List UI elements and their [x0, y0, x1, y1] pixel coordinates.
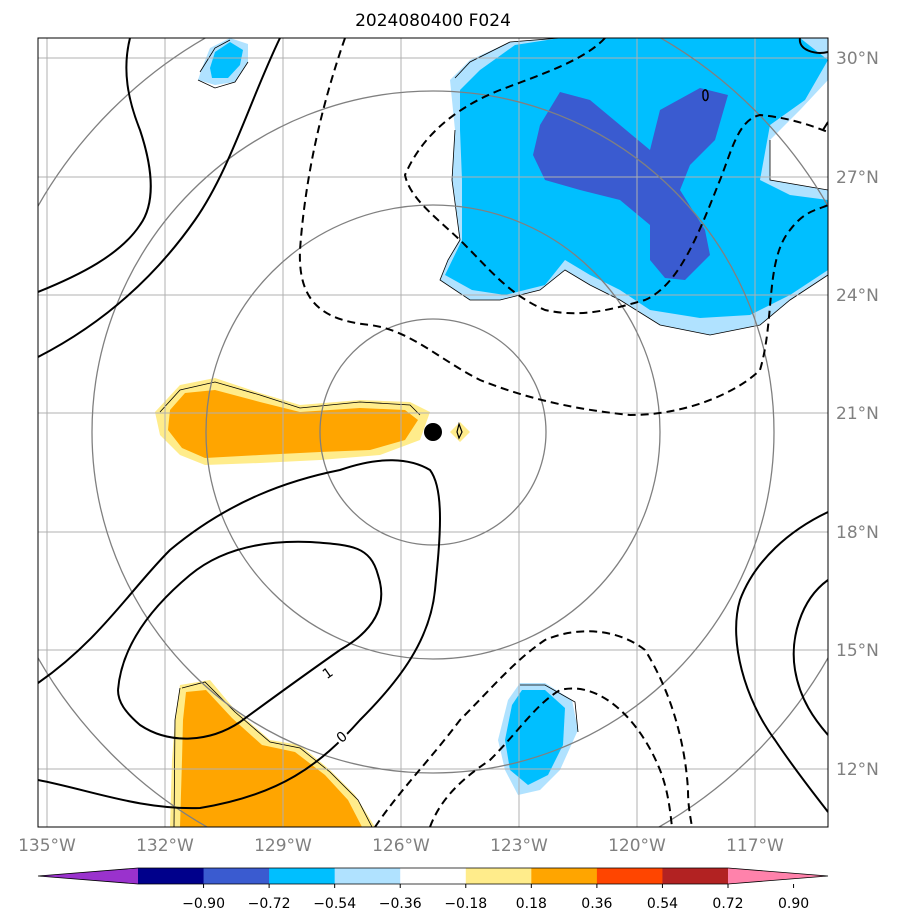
lat-tick-label: 15°N [836, 641, 879, 661]
positive-region-dot [450, 422, 470, 442]
lon-tick-label: 126°W [372, 836, 430, 856]
lon-tick-label: 117°W [726, 836, 784, 856]
contour-labels: 1 0 [317, 662, 351, 747]
colorbar-tick-label: −0.72 [248, 896, 291, 912]
small-contour-loop-2 [456, 421, 463, 440]
colorbar-swatch [203, 868, 270, 884]
colorbar-swatch [269, 868, 336, 884]
range-ring-1 [319, 318, 547, 546]
chart-title: 2024080400 F024 [355, 11, 511, 31]
lon-tick-label: 123°W [490, 836, 548, 856]
lat-tick-label: 18°N [836, 523, 879, 543]
storm-center-marker [424, 423, 442, 441]
colorbar-tick-label: −0.90 [182, 896, 225, 912]
lat-tick-label: 24°N [836, 286, 879, 306]
lat-lon-grid [38, 38, 828, 827]
dashed-contours [298, 38, 828, 827]
colorbar-swatch [596, 868, 663, 884]
plot-frame [37, 37, 829, 828]
colorbar-swatch [662, 868, 729, 884]
range-rings [38, 38, 828, 827]
range-ring-3 [91, 90, 775, 774]
small-contour-loop [702, 89, 709, 102]
positive-region-w-inner [168, 390, 418, 458]
field-shading [155, 38, 828, 827]
lon-tick-labels: 135°W 132°W 129°W 126°W 123°W 120°W 117°… [18, 836, 784, 856]
negative-region-ne-core [533, 88, 728, 280]
colorbar-swatch [334, 868, 401, 884]
colorbar-tick-label: 0.54 [647, 896, 678, 912]
colorbar-tick-label: −0.54 [313, 896, 356, 912]
colorbar-swatch [400, 868, 467, 884]
lat-tick-label: 27°N [836, 168, 879, 188]
lon-tick-label: 120°W [608, 836, 666, 856]
colorbar-swatch [465, 868, 532, 884]
lon-tick-label: 135°W [18, 836, 76, 856]
colorbar-extend-high [728, 868, 828, 884]
lon-tick-label: 132°W [136, 836, 194, 856]
colorbar-tick-label: −0.36 [379, 896, 422, 912]
colorbar-outline [37, 867, 829, 885]
colorbar-tick-label: 0.72 [712, 896, 743, 912]
range-ring-2 [205, 204, 661, 660]
lat-tick-labels: 30°N 27°N 24°N 21°N 18°N 15°N 12°N [836, 49, 879, 780]
colorbar-tick-label: 0.90 [778, 896, 809, 912]
lat-tick-label: 12°N [836, 760, 879, 780]
colorbar-swatch [138, 868, 205, 884]
colorbar-extend-low [38, 868, 138, 884]
solid-contours [38, 38, 828, 813]
field-outlines [159, 38, 828, 827]
colorbar-swatch [531, 868, 598, 884]
negative-region-nw-inner [210, 42, 243, 78]
positive-region-sw-inner [180, 690, 362, 827]
colorbar-tick-label: −0.18 [444, 896, 487, 912]
lat-tick-label: 30°N [836, 49, 879, 69]
colorbar-tick-label: 0.18 [516, 896, 547, 912]
colorbar-tick-label: 0.36 [581, 896, 612, 912]
lat-tick-label: 21°N [836, 404, 879, 424]
lon-tick-label: 129°W [254, 836, 312, 856]
colorbar: −0.90 −0.72 −0.54 −0.36 −0.18 0.18 0.36 0.54 0.7… [37, 867, 829, 912]
